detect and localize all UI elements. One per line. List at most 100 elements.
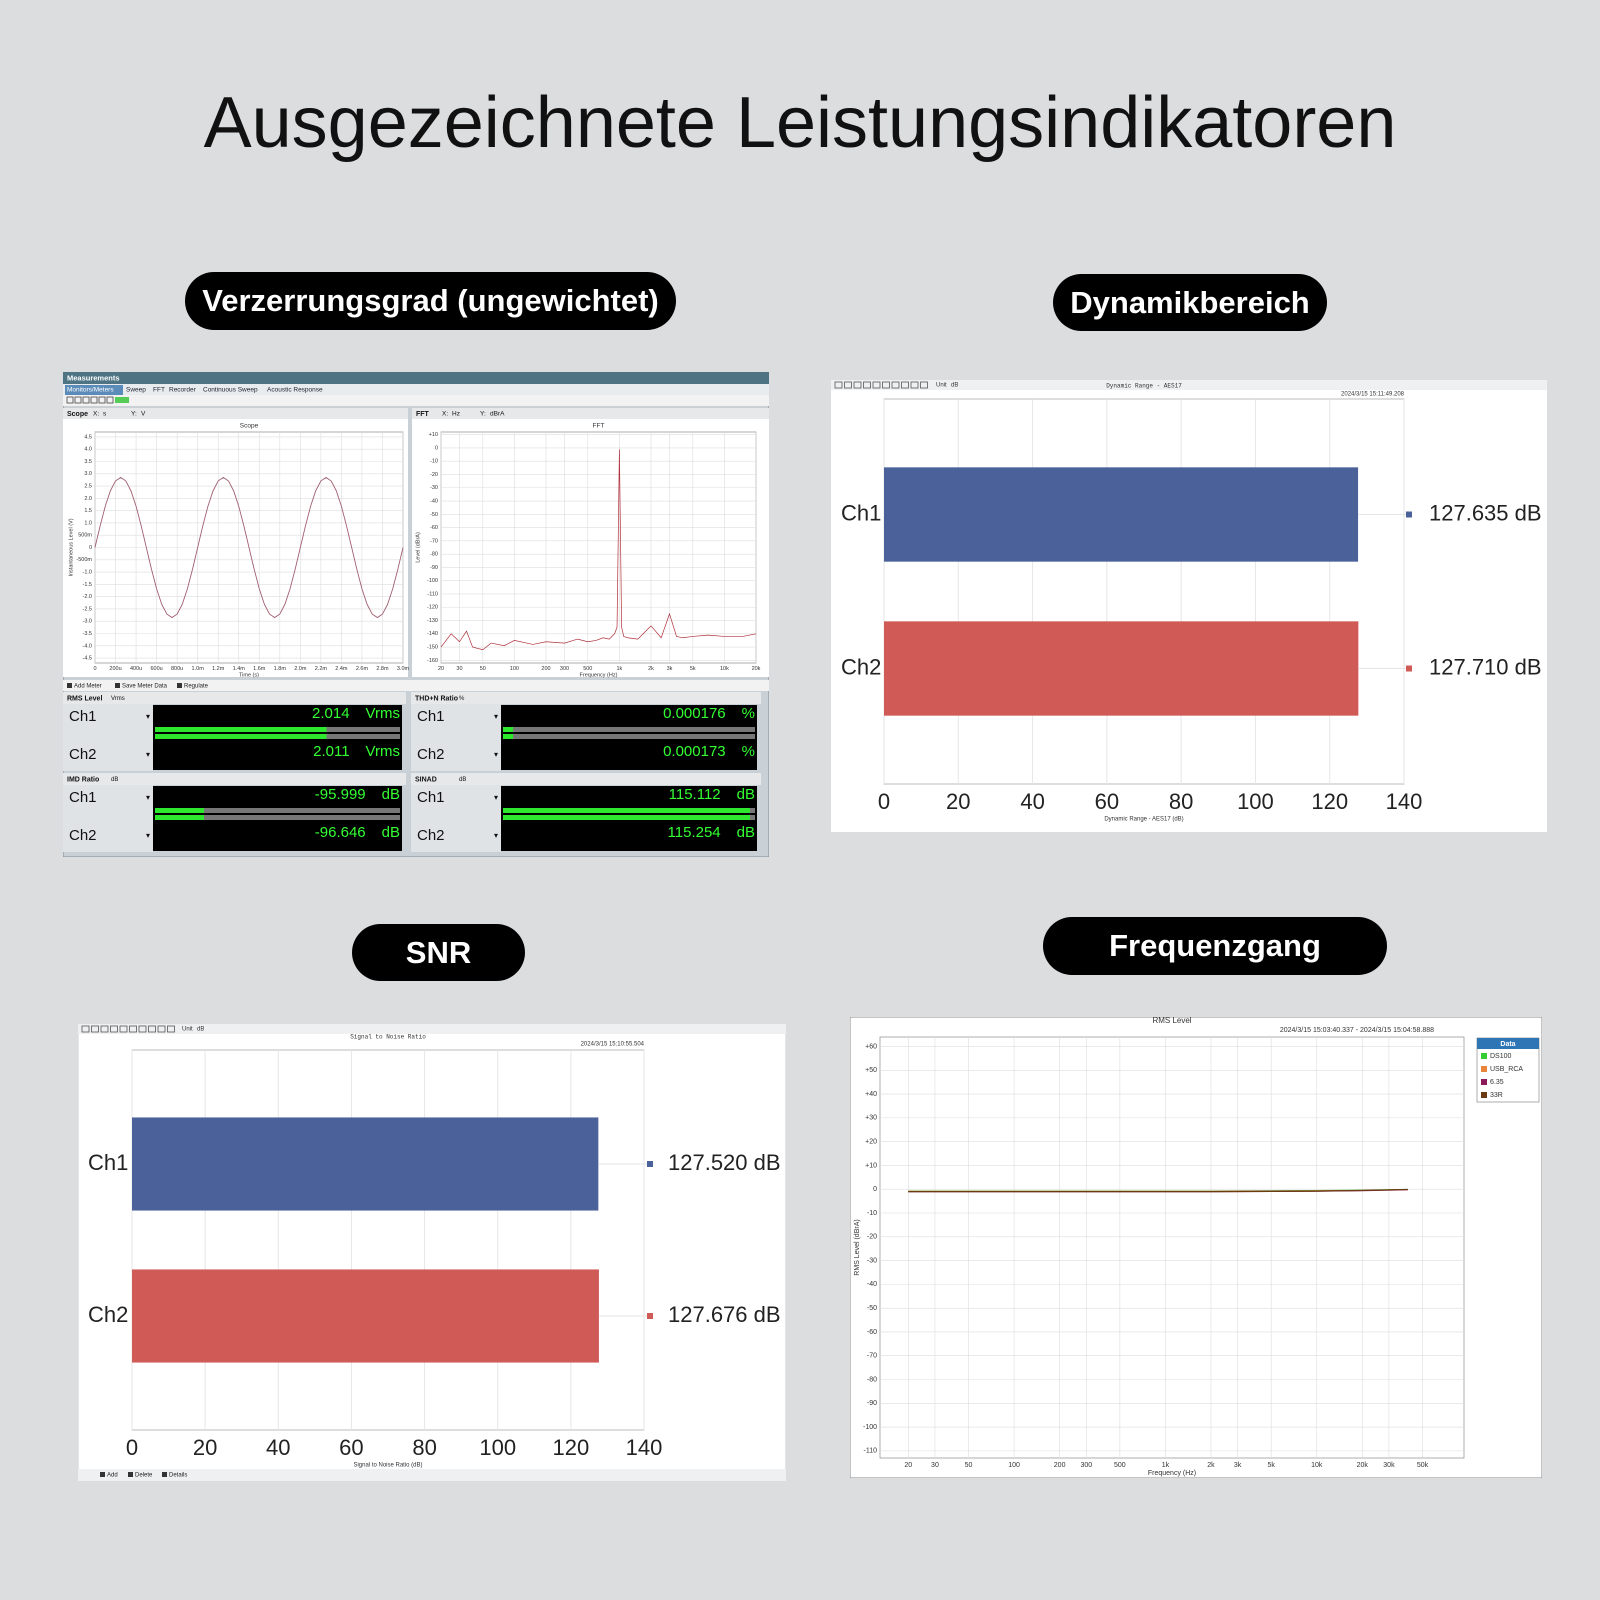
badge: SNR (352, 924, 525, 981)
y-tick-label: 2.5 (84, 484, 92, 490)
axis-selector-value[interactable]: s (103, 411, 107, 418)
y-tick-label: 1.0 (84, 520, 92, 526)
meter-unit-selector[interactable]: dB (111, 777, 118, 783)
channel-dropdown: ▾ (146, 712, 150, 721)
toolbar-button[interactable]: Save Meter Data (122, 684, 168, 690)
chart-subtitle: 2024/3/15 15:11:49.208 (1341, 392, 1405, 398)
x-tick-label: 10k (1311, 1462, 1323, 1469)
toolbar-icon[interactable] (138, 1025, 147, 1033)
toolbar-icon[interactable] (90, 396, 98, 404)
toolbar-icon[interactable] (148, 1025, 156, 1033)
x-tick-label: 30 (456, 666, 462, 672)
channel-dropdown: ▾ (494, 793, 498, 802)
x-tick-label: 100 (510, 666, 519, 672)
meter-unit-selector[interactable]: Vrms (111, 696, 125, 702)
action-button[interactable]: Add (107, 1473, 118, 1479)
toolbar-icon[interactable] (110, 1025, 118, 1033)
y-tick-label: -1.0 (83, 570, 92, 576)
legend-title: Data (1500, 1041, 1515, 1048)
toolbar-icon[interactable] (920, 381, 928, 389)
toolbar-button[interactable]: Regulate (184, 684, 209, 690)
toolbar-icon[interactable] (81, 1025, 90, 1033)
tab[interactable]: Recorder (169, 387, 197, 394)
toolbar-icon[interactable] (891, 381, 900, 389)
toolbar-icon[interactable] (98, 396, 106, 404)
plot-area (131, 1049, 645, 1431)
legend-label: USB_RCA (1490, 1066, 1523, 1073)
y-tick-label: -60 (430, 525, 438, 531)
meter-unit-selector[interactable]: % (459, 696, 465, 702)
toolbar-icon[interactable] (82, 396, 90, 404)
meter-unit-selector[interactable]: dB (459, 777, 466, 783)
legend-header (1477, 1038, 1539, 1049)
toolbar-icon[interactable] (863, 381, 871, 389)
y-tick-label: -60 (867, 1329, 877, 1336)
chart-subtitle: 2024/3/15 15:10:55.504 (581, 1042, 645, 1048)
toolbar-icon[interactable] (91, 1025, 99, 1033)
toolbar-icon[interactable] (901, 381, 909, 389)
meter-value: 2.011 (313, 743, 349, 760)
meter-value: 115.112 (669, 786, 721, 803)
toolbar-icon[interactable] (872, 381, 881, 389)
toolbar-button[interactable]: Add Meter (74, 684, 102, 690)
y-tick-label: -30 (430, 485, 438, 491)
y-tick-label: +30 (865, 1115, 877, 1122)
toolbar-icon[interactable] (67, 683, 72, 688)
x-tick-label: 50 (480, 666, 486, 672)
toolbar (78, 1024, 786, 1034)
tab[interactable]: Sweep (126, 387, 146, 394)
channel-dropdown: ▾ (494, 750, 498, 759)
x-tick-label: 20 (193, 1435, 217, 1460)
y-tick-label: 3.5 (84, 459, 92, 465)
badge: Verzerrungsgrad (ungewichtet) (185, 272, 676, 330)
value-marker (1406, 511, 1412, 518)
toolbar-icon[interactable] (177, 683, 182, 688)
action-icon[interactable] (128, 1472, 133, 1477)
x-tick-label: 400u (130, 666, 142, 672)
tab[interactable]: Continuous Sweep (203, 387, 258, 394)
tab[interactable]: FFT (153, 387, 165, 394)
tab[interactable]: Acoustic Response (267, 387, 323, 394)
action-button[interactable]: Delete (135, 1473, 153, 1479)
y-tick-label: 0 (89, 545, 92, 551)
meter-track (503, 727, 755, 732)
toolbar-icon[interactable] (157, 1025, 166, 1033)
toolbar-icon[interactable] (129, 1025, 137, 1033)
tab-active (65, 385, 123, 395)
x-tick-label: 600u (150, 666, 162, 672)
toolbar-icon[interactable] (106, 396, 114, 404)
y-tick-label: -90 (430, 565, 438, 571)
toolbar-icon[interactable] (167, 1025, 175, 1033)
toolbar-icon[interactable] (844, 381, 852, 389)
action-icon[interactable] (100, 1472, 105, 1477)
tab[interactable]: Monitors/Meters (67, 387, 114, 394)
axis-selector-value[interactable]: Hz (452, 411, 460, 418)
toolbar-icon[interactable] (100, 1025, 109, 1033)
toolbar-icon[interactable] (834, 381, 843, 389)
toolbar-icon[interactable] (882, 381, 890, 389)
action-button[interactable]: Details (169, 1473, 187, 1479)
toolbar-icon[interactable] (119, 1025, 128, 1033)
value-label: 127.710 dB (1429, 654, 1542, 679)
toolbar-icon[interactable] (853, 381, 862, 389)
toolbar-icon[interactable] (66, 396, 74, 404)
toolbar-icon[interactable] (910, 381, 919, 389)
bar (884, 467, 1359, 562)
axis-selector-value[interactable]: V (141, 411, 146, 418)
y-tick-label: +10 (429, 432, 438, 438)
toolbar-icon[interactable] (74, 396, 82, 404)
meter-value: -96.646 (315, 824, 366, 841)
y-tick-label: -3.5 (83, 631, 92, 637)
axis-selector-value[interactable]: dBrA (490, 411, 505, 418)
x-tick-label: 120 (1311, 789, 1348, 814)
legend-swatch (1481, 1092, 1487, 1098)
chart-title: Signal to Noise Ratio (350, 1034, 426, 1041)
toolbar-icon[interactable] (115, 683, 120, 688)
legend-label: 33R (1490, 1092, 1503, 1099)
y-axis-label: Level (dBrA) (415, 532, 421, 563)
action-icon[interactable] (162, 1472, 167, 1477)
x-tick-label: 1k (616, 666, 622, 672)
channel-label: Ch2 (69, 746, 97, 763)
data-line (94, 476, 404, 619)
channel-dropdown: ▾ (146, 831, 150, 840)
